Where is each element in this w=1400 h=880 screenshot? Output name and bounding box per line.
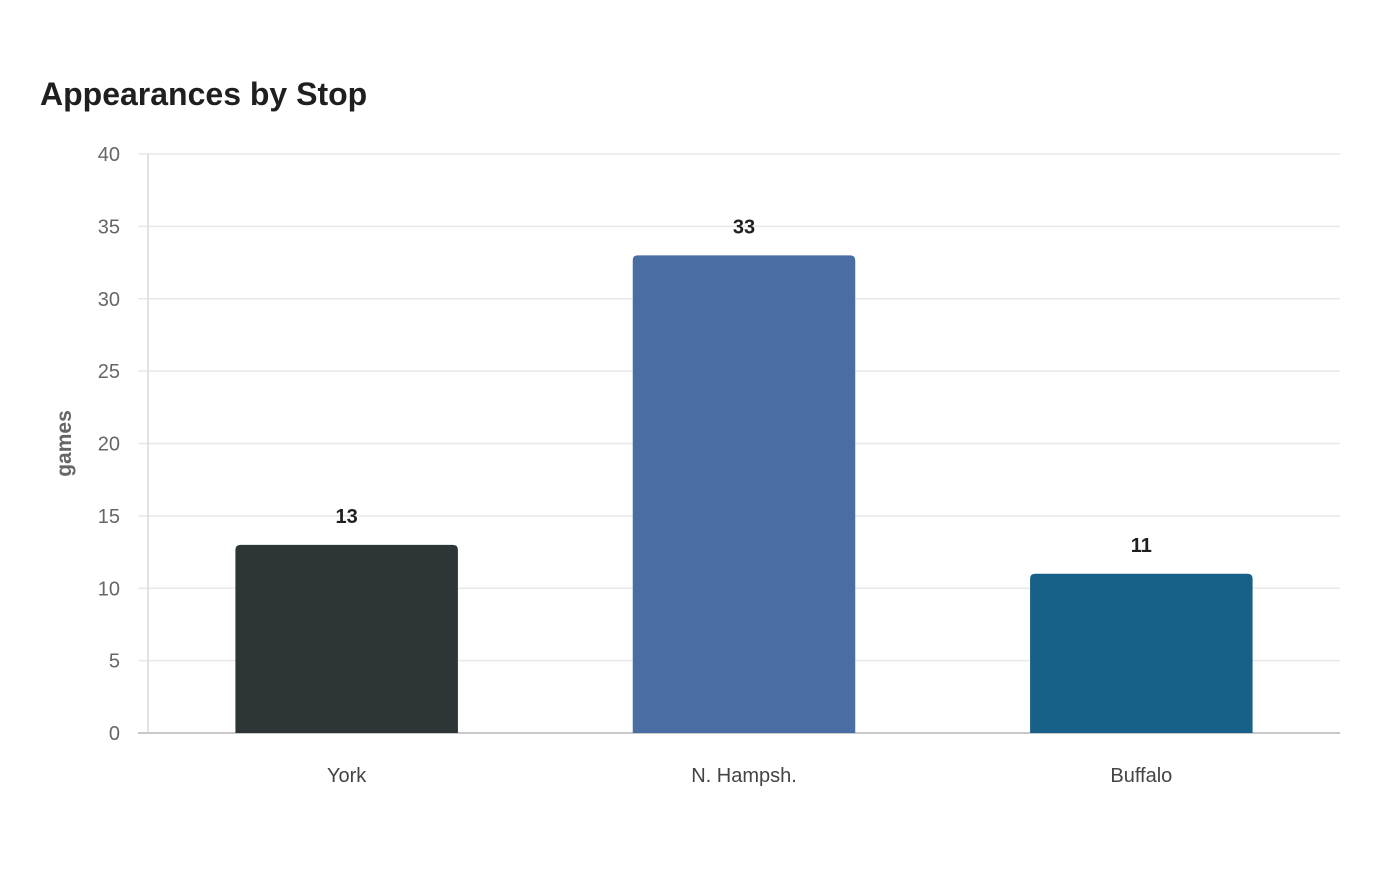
y-tick-label: 15 xyxy=(98,506,120,528)
x-tick-label: York xyxy=(327,765,367,787)
y-axis-title: games xyxy=(53,410,76,477)
data-label: 33 xyxy=(733,216,755,238)
y-tick-label: 20 xyxy=(98,434,120,456)
y-tick-label: 35 xyxy=(98,216,120,238)
data-label: 13 xyxy=(336,506,358,528)
y-tick-label: 0 xyxy=(109,723,120,745)
x-tick-labels: York N. Hampsh. Buffalo xyxy=(327,765,1172,787)
y-tick-label: 40 xyxy=(98,144,120,166)
bar-buffalo xyxy=(1030,573,1253,733)
y-tick-label: 25 xyxy=(98,361,120,383)
x-tick-label: N. Hampsh. xyxy=(691,765,797,787)
y-tick-label: 5 xyxy=(109,651,120,673)
x-tick-label: Buffalo xyxy=(1110,765,1172,787)
bar-n-hampsh xyxy=(632,255,856,733)
y-tick-label: 10 xyxy=(98,578,120,600)
chart-title: Appearances by Stop xyxy=(40,76,368,112)
y-tick-label: 30 xyxy=(98,289,120,311)
data-label: 11 xyxy=(1131,535,1152,557)
data-labels: 13 33 11 xyxy=(336,216,1152,556)
bar-york xyxy=(235,544,458,733)
y-tick-labels: 0 5 10 15 20 25 30 35 40 xyxy=(98,144,120,745)
bars xyxy=(235,255,1253,733)
